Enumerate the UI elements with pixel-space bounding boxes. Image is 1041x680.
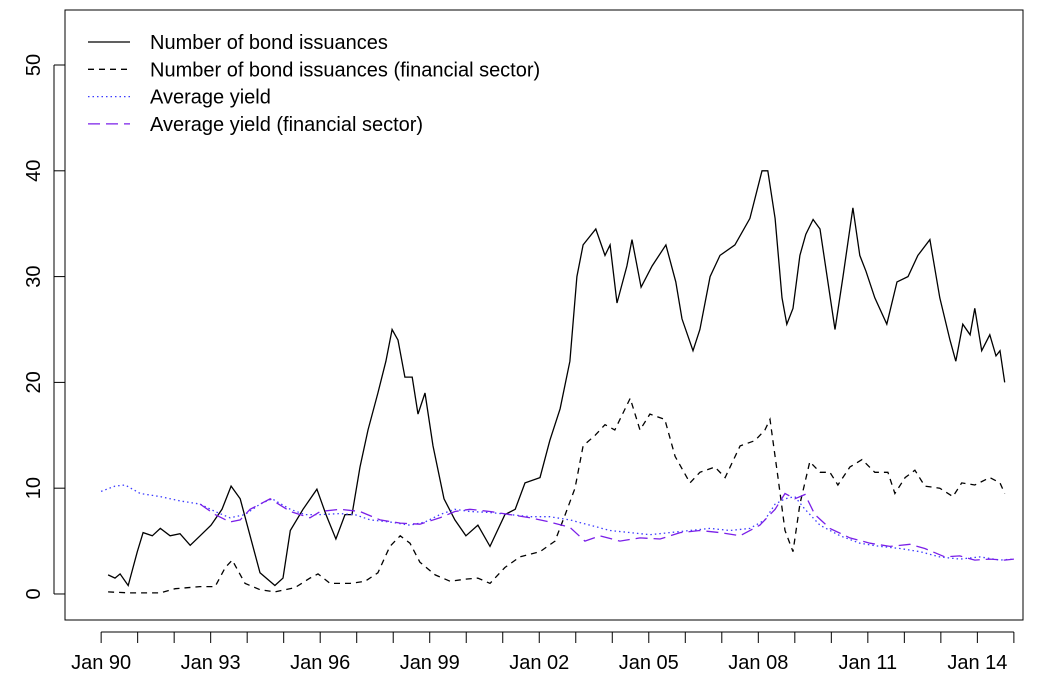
- x-tick-label: Jan 02: [509, 652, 569, 674]
- plot-frame: [64, 9, 1024, 621]
- y-tick-label: 30: [23, 265, 45, 287]
- x-tick-label: Jan 90: [71, 652, 131, 674]
- x-tick-label: Jan 08: [728, 652, 788, 674]
- x-tick-label: Jan 11: [839, 652, 898, 674]
- legend-label: Average yield (financial sector): [150, 114, 423, 136]
- x-tick-label: Jan 14: [947, 652, 1007, 674]
- series-line: [100, 484, 1014, 561]
- series-line: [107, 170, 1006, 588]
- series-line: [108, 396, 1006, 594]
- y-tick-label: 10: [23, 477, 45, 499]
- legend-label: Number of bond issuances: [150, 32, 388, 54]
- x-tick-label: Jan 05: [619, 652, 679, 674]
- y-tick-label: 40: [23, 160, 45, 182]
- y-tick-label: 20: [23, 371, 45, 393]
- x-tick-label: Jan 99: [400, 652, 460, 674]
- legend-label: Average yield: [150, 87, 271, 109]
- y-tick-label: 0: [23, 588, 45, 599]
- series-line: [199, 492, 1014, 561]
- legend-label: Number of bond issuances (financial sect…: [150, 59, 540, 81]
- x-tick-label: Jan 93: [181, 652, 241, 674]
- x-tick-label: Jan 96: [290, 652, 350, 674]
- y-tick-label: 50: [23, 54, 45, 76]
